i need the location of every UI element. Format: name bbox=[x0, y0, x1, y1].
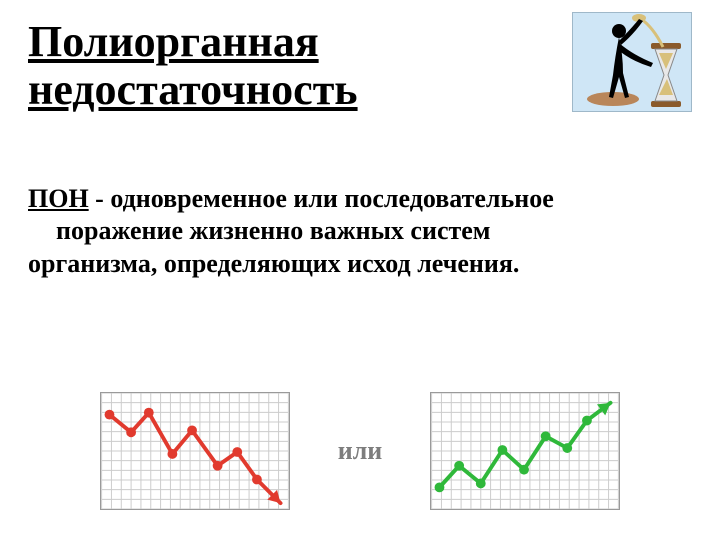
stick-figure-icon bbox=[609, 19, 653, 98]
definition-part-2: поражение жизненно важных систем bbox=[56, 216, 491, 245]
definition-abbr: ПОН bbox=[28, 184, 89, 213]
title-line-2: недостаточность bbox=[28, 65, 358, 114]
pouring-sand-icon bbox=[641, 19, 663, 47]
hourglass-illustration bbox=[572, 12, 692, 112]
charts-row: или bbox=[0, 392, 720, 510]
hourglass-icon bbox=[651, 43, 681, 107]
chart-uptrend bbox=[430, 392, 620, 510]
or-label: или bbox=[338, 436, 383, 466]
page-title: Полиорганная недостаточность bbox=[28, 18, 508, 115]
title-line-1: Полиорганная bbox=[28, 17, 319, 66]
definition-text: ПОН - одновременное или последовательное… bbox=[28, 183, 692, 281]
definition-part-3: организма, определяющих исход лечения. bbox=[28, 249, 519, 278]
chart-downtrend bbox=[100, 392, 290, 510]
definition-part-1: - одновременное или последовательное bbox=[89, 184, 554, 213]
